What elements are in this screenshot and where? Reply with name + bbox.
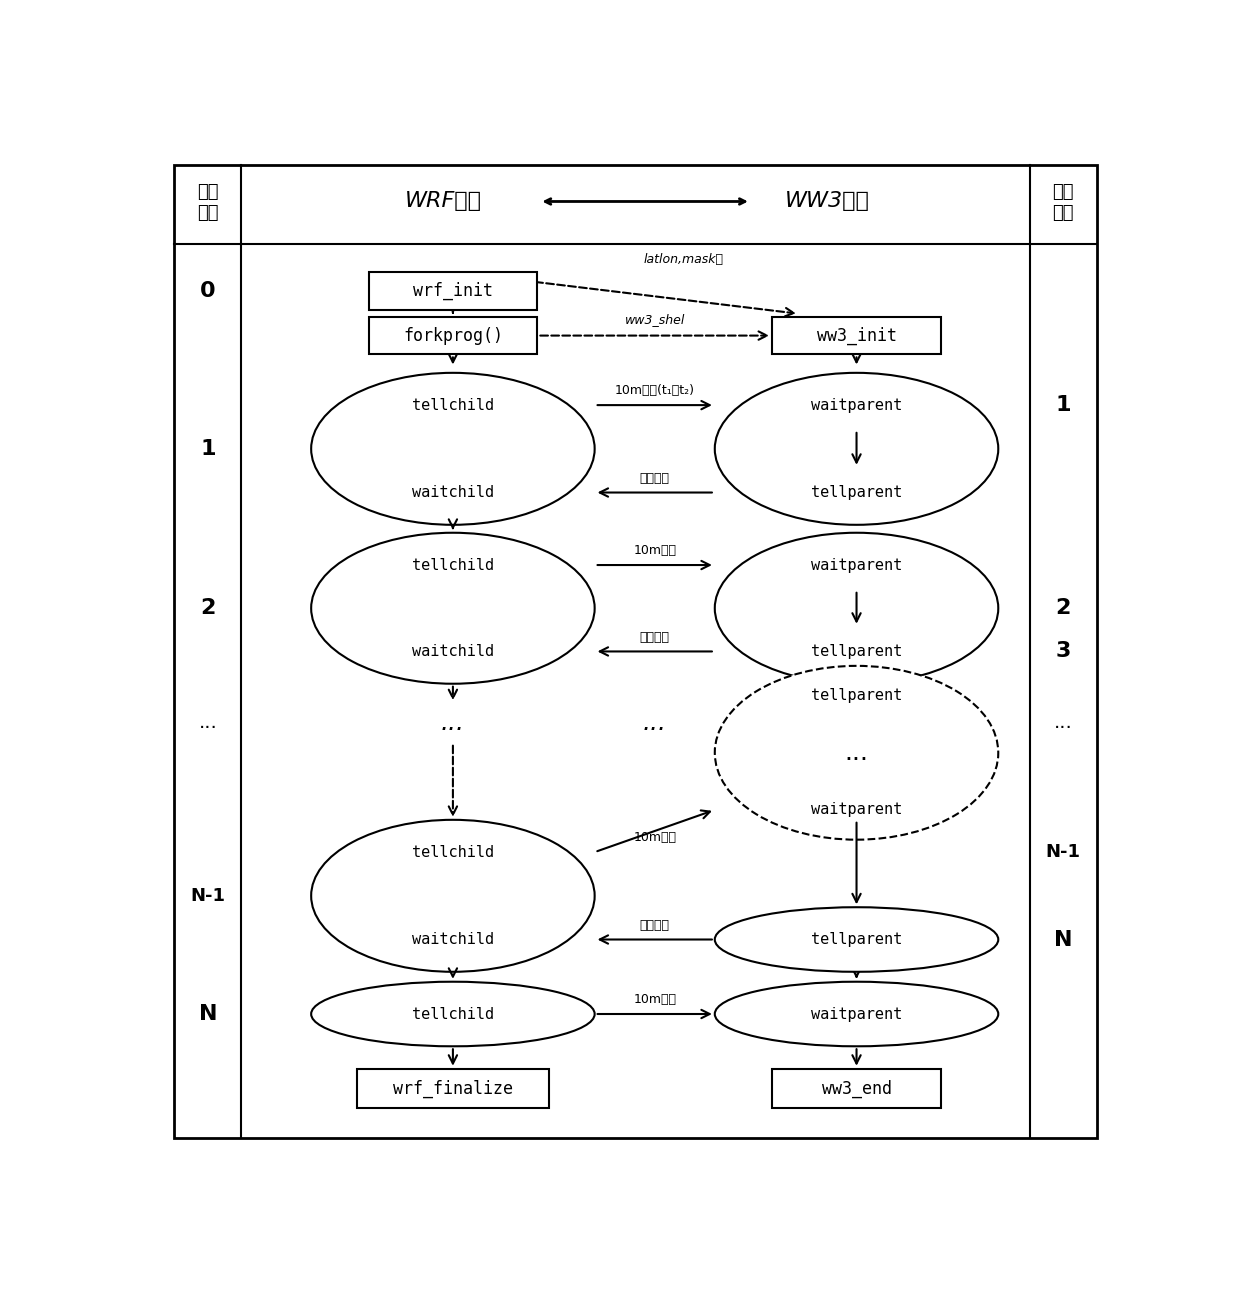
Text: N-1: N-1 — [191, 886, 226, 904]
Text: waitchild: waitchild — [412, 485, 494, 501]
Text: WW3模式: WW3模式 — [785, 191, 870, 212]
Text: tellparent: tellparent — [811, 644, 903, 659]
Text: tellchild: tellchild — [412, 557, 494, 573]
Text: 波龄参数: 波龄参数 — [640, 918, 670, 931]
Ellipse shape — [714, 373, 998, 525]
Text: 10m风场: 10m风场 — [634, 544, 676, 557]
Bar — [357, 1068, 549, 1108]
Text: ...: ... — [844, 740, 868, 765]
Text: 3: 3 — [1055, 641, 1071, 662]
Bar — [773, 317, 941, 355]
Text: 波龄参数: 波龄参数 — [640, 631, 670, 644]
Text: N-1: N-1 — [1045, 844, 1080, 862]
Text: waitparent: waitparent — [811, 802, 903, 818]
Text: forkprog(): forkprog() — [403, 326, 503, 344]
Ellipse shape — [714, 907, 998, 971]
Text: latlon,mask等: latlon,mask等 — [644, 253, 724, 266]
Ellipse shape — [311, 373, 595, 525]
Text: tellparent: tellparent — [811, 931, 903, 947]
Text: tellparent: tellparent — [811, 485, 903, 501]
Text: ...: ... — [642, 711, 667, 735]
Ellipse shape — [311, 982, 595, 1046]
Text: waitparent: waitparent — [811, 1006, 903, 1022]
Text: waitparent: waitparent — [811, 557, 903, 573]
Ellipse shape — [714, 666, 998, 840]
Text: tellchild: tellchild — [412, 845, 494, 859]
Text: 1: 1 — [200, 439, 216, 459]
Text: wrf_finalize: wrf_finalize — [393, 1080, 513, 1098]
Text: 10m风场: 10m风场 — [634, 831, 676, 844]
Text: 交换
时步: 交换 时步 — [1053, 183, 1074, 222]
Text: ...: ... — [441, 711, 465, 735]
Text: 1: 1 — [1055, 395, 1071, 415]
Bar — [368, 317, 537, 355]
Text: 10m风场(t₁、t₂): 10m风场(t₁、t₂) — [615, 384, 694, 397]
Text: 10m风场: 10m风场 — [634, 993, 676, 1006]
Text: ww3_shel: ww3_shel — [625, 312, 684, 325]
Ellipse shape — [311, 533, 595, 684]
Bar — [773, 1068, 941, 1108]
Text: wrf_init: wrf_init — [413, 281, 494, 301]
Ellipse shape — [714, 533, 998, 684]
Text: waitchild: waitchild — [412, 931, 494, 947]
Text: N: N — [198, 1004, 217, 1024]
Text: 2: 2 — [200, 599, 216, 618]
Text: ...: ... — [1054, 713, 1073, 733]
Text: waitparent: waitparent — [811, 397, 903, 413]
Ellipse shape — [311, 820, 595, 971]
Text: 交换
时步: 交换 时步 — [197, 183, 218, 222]
Ellipse shape — [714, 982, 998, 1046]
Text: tellchild: tellchild — [412, 397, 494, 413]
Text: 0: 0 — [200, 281, 216, 301]
Text: waitchild: waitchild — [412, 644, 494, 659]
Text: ...: ... — [198, 713, 217, 733]
Bar — [368, 272, 537, 310]
Text: 波龄参数: 波龄参数 — [640, 472, 670, 485]
Text: WRF模式: WRF模式 — [404, 191, 482, 212]
Text: ww3_end: ww3_end — [822, 1080, 892, 1098]
Text: ww3_init: ww3_init — [816, 326, 897, 344]
Text: 2: 2 — [1055, 599, 1071, 618]
Text: tellparent: tellparent — [811, 688, 903, 703]
Text: N: N — [1054, 930, 1073, 949]
Text: tellchild: tellchild — [412, 1006, 494, 1022]
